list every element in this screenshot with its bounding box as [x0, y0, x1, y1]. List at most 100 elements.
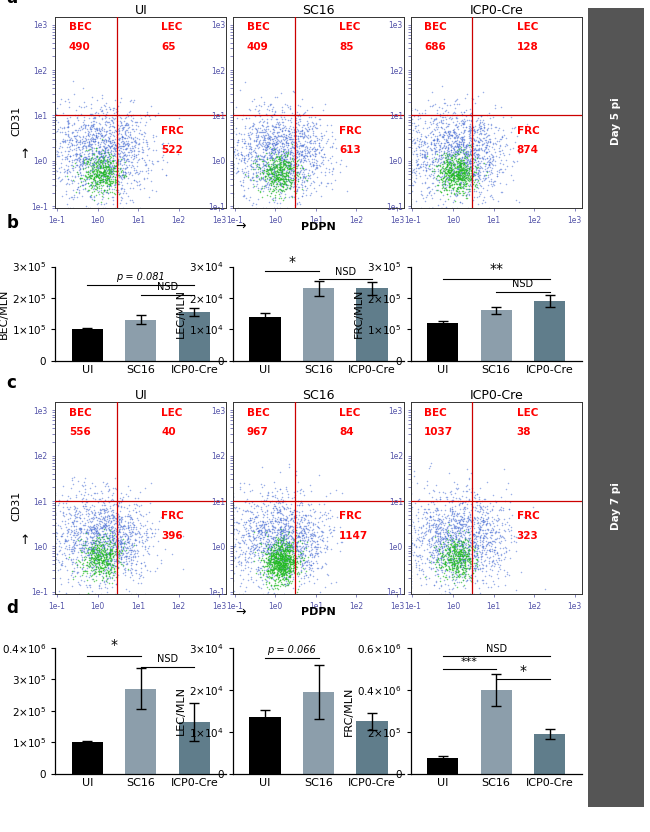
Point: [77, 132, 88, 146]
Point: [290, 542, 300, 556]
Point: [92, 170, 103, 183]
Point: [302, 146, 312, 160]
Point: [427, 182, 437, 196]
Point: [480, 539, 491, 552]
Point: [115, 163, 125, 176]
Point: [458, 166, 468, 179]
Point: [452, 178, 462, 191]
Point: [463, 147, 473, 161]
Point: [455, 186, 465, 200]
Point: [270, 171, 280, 184]
Point: [456, 156, 466, 170]
Point: [460, 569, 470, 582]
Point: [264, 160, 274, 173]
Point: [119, 115, 129, 128]
Point: [251, 123, 261, 136]
Point: [434, 559, 444, 572]
Point: [459, 155, 469, 168]
Point: [241, 581, 252, 594]
Point: [101, 560, 111, 573]
Point: [85, 178, 96, 191]
Point: [439, 162, 449, 176]
Point: [74, 129, 85, 142]
Point: [466, 572, 476, 585]
Point: [108, 155, 118, 168]
Point: [478, 171, 488, 185]
Point: [449, 552, 460, 565]
Point: [461, 177, 471, 191]
Point: [69, 175, 79, 188]
Point: [140, 115, 151, 128]
Point: [296, 140, 306, 153]
Point: [72, 510, 83, 523]
Point: [107, 166, 117, 179]
Point: [54, 171, 64, 184]
Point: [280, 552, 291, 565]
Point: [458, 495, 469, 508]
Point: [70, 570, 81, 583]
Point: [267, 572, 278, 586]
Point: [116, 539, 127, 552]
Point: [96, 485, 106, 498]
Point: [441, 160, 451, 173]
Point: [110, 538, 120, 552]
Point: [124, 106, 134, 119]
Point: [70, 530, 80, 543]
Point: [249, 92, 259, 105]
Point: [454, 181, 465, 195]
Point: [92, 163, 102, 176]
Point: [439, 170, 450, 183]
Point: [468, 542, 478, 556]
Point: [114, 523, 124, 537]
Point: [148, 539, 159, 552]
Point: [445, 161, 455, 175]
Point: [302, 522, 312, 536]
Point: [291, 536, 302, 549]
Point: [101, 108, 111, 121]
Point: [468, 527, 478, 540]
Point: [144, 547, 154, 561]
Point: [442, 551, 452, 564]
Point: [450, 504, 460, 518]
Point: [124, 554, 135, 567]
Point: [73, 148, 84, 161]
Point: [140, 535, 150, 548]
Point: [438, 532, 448, 545]
Point: [98, 191, 109, 204]
Point: [232, 515, 242, 528]
Point: [89, 171, 99, 184]
Point: [445, 161, 455, 174]
Point: [72, 153, 82, 166]
Point: [258, 159, 268, 172]
Point: [270, 188, 280, 201]
Point: [103, 540, 113, 553]
Point: [268, 552, 278, 565]
Point: [281, 169, 291, 182]
Point: [469, 126, 480, 139]
Point: [276, 111, 286, 124]
Point: [97, 179, 107, 192]
Point: [468, 563, 478, 577]
Point: [421, 163, 432, 176]
Point: [86, 542, 96, 555]
Point: [255, 527, 266, 541]
Point: [136, 151, 147, 165]
Point: [283, 129, 294, 142]
Point: [265, 163, 276, 176]
Point: [481, 157, 491, 171]
Point: [473, 541, 483, 554]
Point: [302, 103, 312, 116]
Point: [151, 548, 162, 562]
Point: [72, 159, 82, 172]
Point: [119, 170, 129, 183]
Point: [469, 577, 480, 590]
Point: [96, 537, 106, 551]
Point: [285, 147, 295, 161]
Point: [83, 137, 94, 151]
Point: [68, 556, 78, 569]
Point: [432, 547, 443, 560]
Point: [444, 144, 454, 157]
Point: [84, 129, 94, 142]
Point: [281, 553, 291, 567]
Point: [469, 543, 479, 557]
